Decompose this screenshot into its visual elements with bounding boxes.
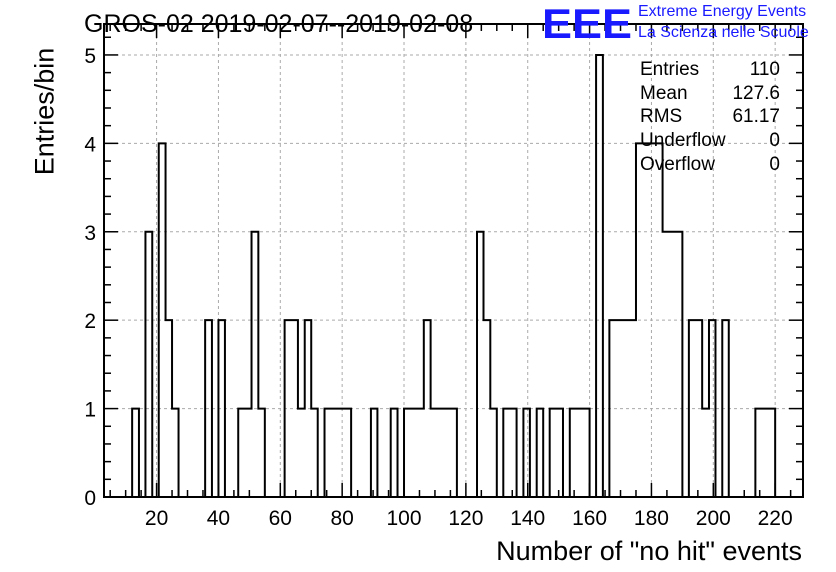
y-axis: 0 1 2 3 4 5	[84, 36, 803, 510]
y-axis-label: Entries/bin	[29, 47, 60, 176]
logo-letters: EEE	[542, 4, 632, 42]
x-tick-label: 40	[207, 507, 230, 530]
eee-logo: EEE	[542, 4, 632, 42]
x-tick-label: 160	[572, 507, 607, 530]
stats-label: RMS	[640, 106, 683, 128]
stats-row-overflow: Overflow 0	[640, 153, 780, 177]
chart-title: GROS-02 2019-02-07--2019-02-08	[84, 10, 474, 38]
stats-label: Overflow	[640, 153, 715, 175]
x-tick-label: 60	[269, 507, 292, 530]
x-tick-label: 80	[330, 507, 353, 530]
y-tick-label: 2	[84, 310, 96, 333]
logo-line-2: La Scienza nelle Scuole	[638, 24, 809, 41]
stats-label: Entries	[640, 59, 700, 80]
y-tick-label: 1	[84, 399, 96, 422]
x-tick-label: 180	[634, 507, 669, 530]
stats-row-mean: Mean 127.6	[640, 82, 780, 106]
stats-row-underflow: Underflow 0	[640, 129, 780, 153]
plot-frame	[103, 23, 804, 498]
x-tick-label: 100	[386, 507, 421, 530]
stats-value: 0	[769, 153, 780, 175]
y-tick-label: 3	[84, 222, 96, 245]
stats-value: 110	[749, 59, 780, 80]
x-axis: 20 40 60 80 100 120 140 160 180 200 220	[109, 24, 793, 530]
stats-box: Entries 110 Mean 127.6 RMS 61.17 Underfl…	[640, 58, 780, 176]
stats-row-entries: Entries 110	[640, 58, 780, 82]
x-tick-label: 220	[758, 507, 793, 530]
stats-row-rms: RMS 61.17	[640, 105, 780, 129]
stats-value: 127.6	[732, 82, 780, 104]
x-tick-label: 200	[696, 507, 731, 530]
x-axis-label: Number of "no hit" events	[496, 536, 802, 566]
histogram-line	[125, 53, 777, 498]
stats-value: 61.17	[732, 106, 780, 128]
y-tick-label: 5	[84, 45, 96, 68]
y-tick-label: 4	[84, 133, 96, 156]
stats-value: 0	[769, 130, 780, 152]
x-tick-label: 20	[145, 507, 168, 530]
y-tick-label: 0	[84, 487, 96, 510]
x-tick-label: 120	[448, 507, 483, 530]
logo-line-1: Extreme Energy Events	[638, 3, 807, 20]
stats-label: Underflow	[640, 130, 726, 152]
x-tick-label: 140	[510, 507, 545, 530]
stats-label: Mean	[640, 82, 688, 104]
